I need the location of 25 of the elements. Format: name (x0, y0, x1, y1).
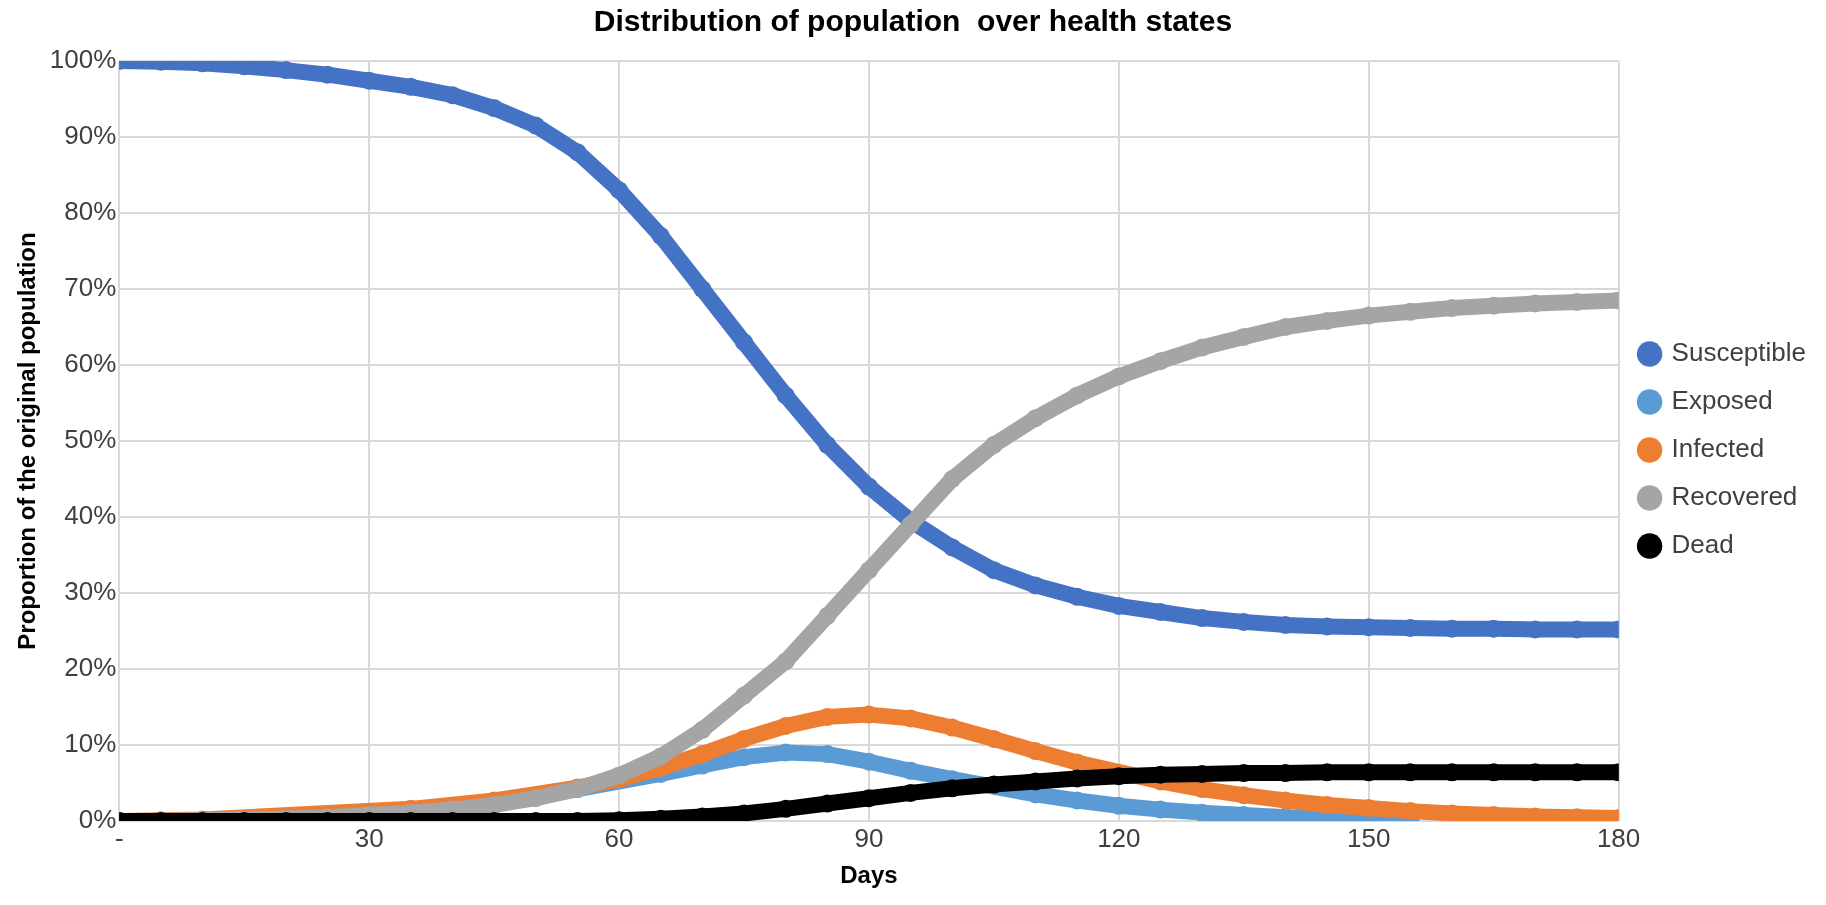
y-tick-label: 90% (64, 120, 117, 151)
legend-label: Infected (1671, 433, 1765, 464)
x-tick-label: 150 (1347, 822, 1391, 853)
y-tick-label: 0% (78, 804, 117, 835)
y-tick-label: 80% (64, 196, 117, 227)
legend-label: Recovered (1671, 481, 1798, 512)
chart-title: Distribution of population over health states (593, 4, 1233, 38)
legend-label: Dead (1671, 529, 1734, 560)
legend-label: Susceptible (1671, 337, 1806, 368)
y-tick-label: 10% (64, 728, 117, 759)
x-tick-label: 30 (354, 822, 384, 853)
x-tick-label: 90 (854, 822, 884, 853)
y-tick-label: 50% (64, 424, 117, 455)
x-tick-label: 120 (1097, 822, 1141, 853)
y-tick-label: 40% (64, 500, 117, 531)
x-axis-title: Days (840, 861, 898, 889)
y-axis-title: Proportion of the original population (13, 232, 41, 650)
y-tick-label: 100% (49, 44, 117, 75)
x-tick-label: 60 (604, 822, 634, 853)
y-tick-label: 60% (64, 348, 117, 379)
y-tick-label: 20% (64, 652, 117, 683)
x-tick-label: 180 (1596, 822, 1641, 853)
y-tick-label: 70% (64, 272, 117, 303)
legend-label: Exposed (1671, 385, 1773, 416)
y-tick-label: 30% (64, 576, 117, 607)
